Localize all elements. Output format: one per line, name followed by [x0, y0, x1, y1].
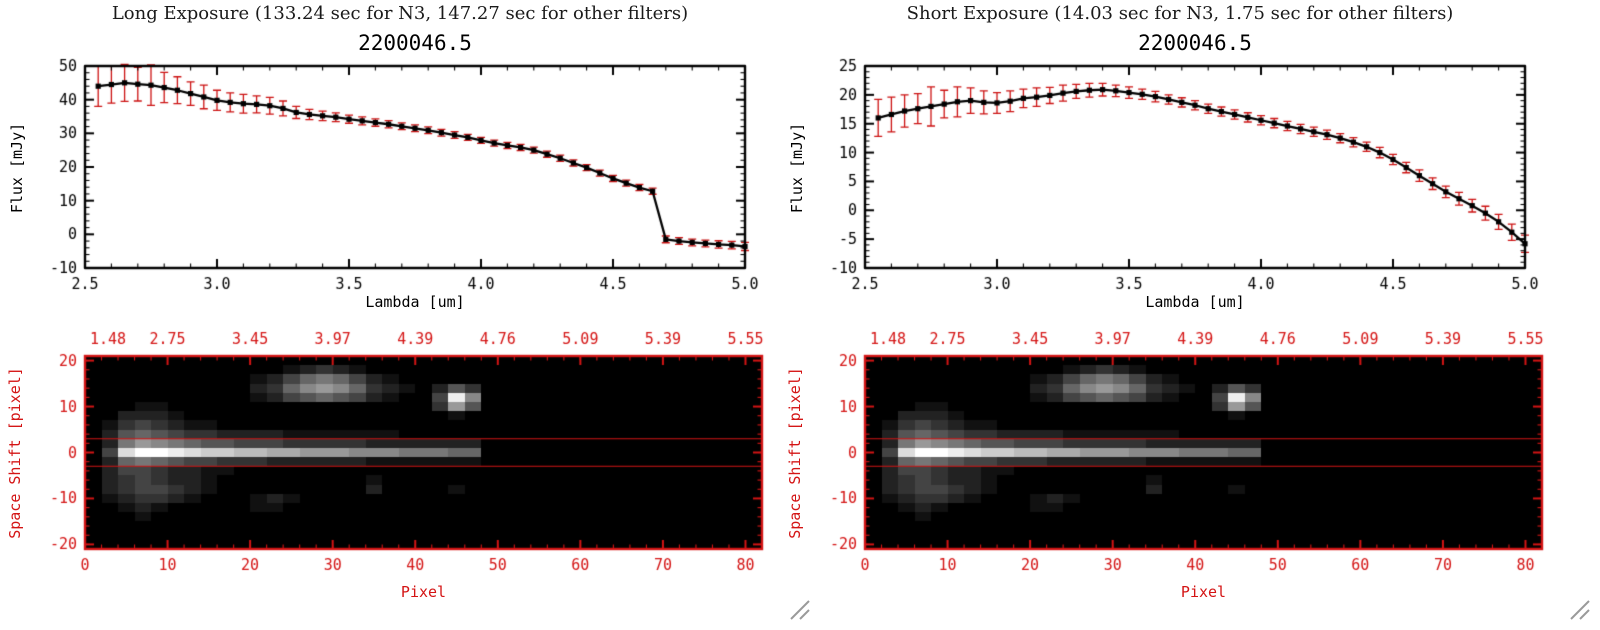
resize-grip[interactable] — [1568, 598, 1590, 620]
exposure-header: Short Exposure (14.03 sec for N3, 1.75 s… — [906, 3, 1454, 24]
panel-short-exposure: Short Exposure (14.03 sec for N3, 1.75 s… — [780, 0, 1600, 630]
space-shift-axis-label: Space Shift [pixel] — [786, 367, 804, 539]
lambda-axis-label: Lambda [um] — [365, 293, 465, 311]
detector-image-chart — [0, 322, 800, 590]
detector-image-chart — [780, 322, 1580, 590]
flux-spectrum-chart — [780, 28, 1580, 300]
flux-axis-label: Flux [mJy] — [788, 122, 806, 214]
space-shift-axis-label: Space Shift [pixel] — [6, 367, 24, 539]
flux-spectrum-chart — [0, 28, 800, 300]
panel-long-exposure: Long Exposure (133.24 sec for N3, 147.27… — [0, 3, 810, 620]
pixel-axis-label: Pixel — [1180, 583, 1227, 601]
flux-axis-label: Flux [mJy] — [8, 122, 26, 214]
exposure-header: Long Exposure (133.24 sec for N3, 147.27… — [111, 3, 689, 24]
lambda-axis-label: Lambda [um] — [1145, 293, 1245, 311]
pixel-axis-label: Pixel — [400, 583, 447, 601]
resize-grip[interactable] — [788, 598, 810, 620]
